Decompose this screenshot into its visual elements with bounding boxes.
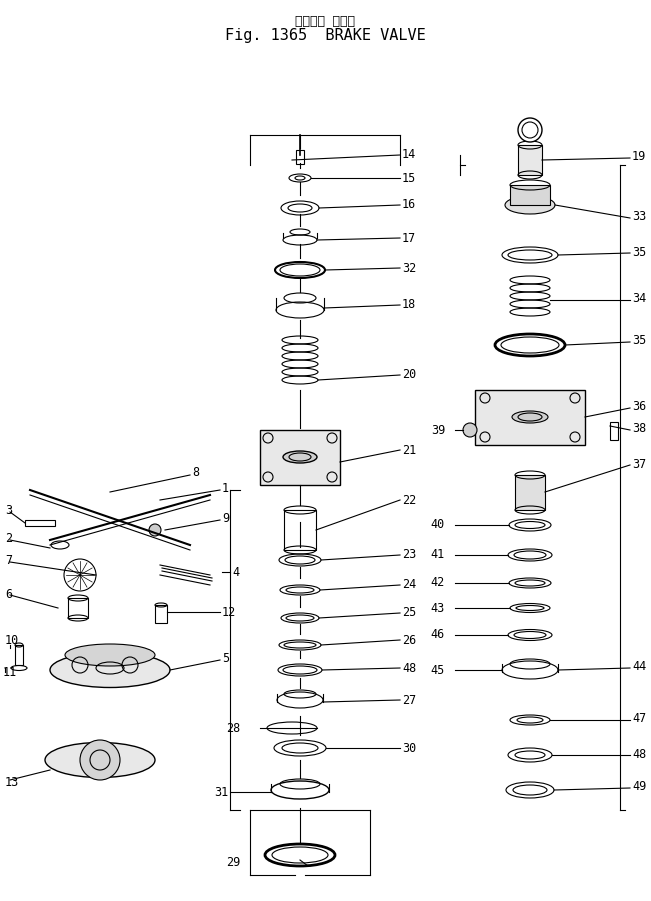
Text: 33: 33 bbox=[632, 211, 646, 223]
Text: 12: 12 bbox=[222, 605, 236, 618]
Text: 42: 42 bbox=[431, 577, 445, 589]
Ellipse shape bbox=[45, 742, 155, 778]
Text: 37: 37 bbox=[632, 458, 646, 470]
Text: 15: 15 bbox=[402, 171, 416, 185]
Text: 11: 11 bbox=[3, 667, 17, 679]
Ellipse shape bbox=[65, 644, 155, 666]
Text: 1: 1 bbox=[222, 481, 229, 495]
Text: 19: 19 bbox=[632, 150, 646, 163]
Ellipse shape bbox=[281, 201, 319, 215]
Text: 48: 48 bbox=[632, 748, 646, 760]
Text: 36: 36 bbox=[632, 401, 646, 414]
Text: ブレーキ バルブ: ブレーキ バルブ bbox=[295, 15, 355, 28]
Text: 28: 28 bbox=[226, 722, 240, 734]
Text: 23: 23 bbox=[402, 549, 416, 561]
Bar bbox=[475, 390, 585, 445]
Text: 7: 7 bbox=[5, 554, 12, 568]
Text: 32: 32 bbox=[402, 261, 416, 275]
Text: 26: 26 bbox=[402, 633, 416, 647]
Text: 46: 46 bbox=[431, 629, 445, 642]
Ellipse shape bbox=[512, 411, 548, 423]
Bar bbox=[510, 185, 550, 205]
Text: 17: 17 bbox=[402, 232, 416, 244]
Text: 24: 24 bbox=[402, 578, 416, 591]
Bar bbox=[260, 430, 340, 485]
Ellipse shape bbox=[505, 196, 555, 214]
Text: 21: 21 bbox=[402, 443, 416, 457]
Text: 2: 2 bbox=[5, 532, 12, 545]
Text: 40: 40 bbox=[431, 518, 445, 532]
Bar bbox=[15, 645, 23, 665]
Bar bbox=[25, 520, 55, 526]
Text: 14: 14 bbox=[402, 149, 416, 161]
Text: 4: 4 bbox=[232, 566, 239, 578]
Bar bbox=[68, 598, 88, 618]
Text: 25: 25 bbox=[402, 606, 416, 620]
Text: 6: 6 bbox=[5, 587, 12, 600]
Text: 44: 44 bbox=[632, 660, 646, 674]
Text: 41: 41 bbox=[431, 549, 445, 561]
Bar bbox=[518, 145, 542, 175]
Ellipse shape bbox=[289, 174, 311, 182]
Text: 35: 35 bbox=[632, 245, 646, 259]
Text: 27: 27 bbox=[402, 694, 416, 706]
Text: 29: 29 bbox=[226, 856, 240, 869]
Text: 16: 16 bbox=[402, 198, 416, 212]
Circle shape bbox=[518, 118, 542, 142]
Circle shape bbox=[463, 423, 477, 437]
Text: 43: 43 bbox=[431, 602, 445, 614]
Text: 35: 35 bbox=[632, 334, 646, 348]
Text: Fig. 1365  BRAKE VALVE: Fig. 1365 BRAKE VALVE bbox=[225, 28, 425, 43]
Text: 20: 20 bbox=[402, 369, 416, 381]
Ellipse shape bbox=[283, 451, 317, 463]
Text: 18: 18 bbox=[402, 298, 416, 312]
Bar bbox=[515, 475, 545, 510]
Text: 39: 39 bbox=[431, 423, 445, 436]
Bar bbox=[296, 150, 304, 164]
Text: 45: 45 bbox=[431, 663, 445, 677]
Bar bbox=[610, 422, 618, 440]
Text: 48: 48 bbox=[402, 661, 416, 675]
Circle shape bbox=[80, 740, 120, 780]
Ellipse shape bbox=[50, 652, 170, 687]
Text: 8: 8 bbox=[192, 466, 199, 478]
Text: 47: 47 bbox=[632, 713, 646, 725]
Text: 30: 30 bbox=[402, 742, 416, 754]
Text: 49: 49 bbox=[632, 780, 646, 794]
Bar bbox=[284, 510, 316, 550]
Text: 22: 22 bbox=[402, 494, 416, 506]
Bar bbox=[155, 605, 167, 623]
Text: 9: 9 bbox=[222, 513, 229, 525]
Text: 10: 10 bbox=[5, 633, 20, 647]
Text: 34: 34 bbox=[632, 293, 646, 305]
Text: 38: 38 bbox=[632, 423, 646, 435]
Circle shape bbox=[149, 524, 161, 536]
Text: 13: 13 bbox=[5, 776, 20, 788]
Text: 5: 5 bbox=[222, 652, 229, 666]
Text: 31: 31 bbox=[214, 786, 228, 798]
Text: 3: 3 bbox=[5, 505, 12, 517]
